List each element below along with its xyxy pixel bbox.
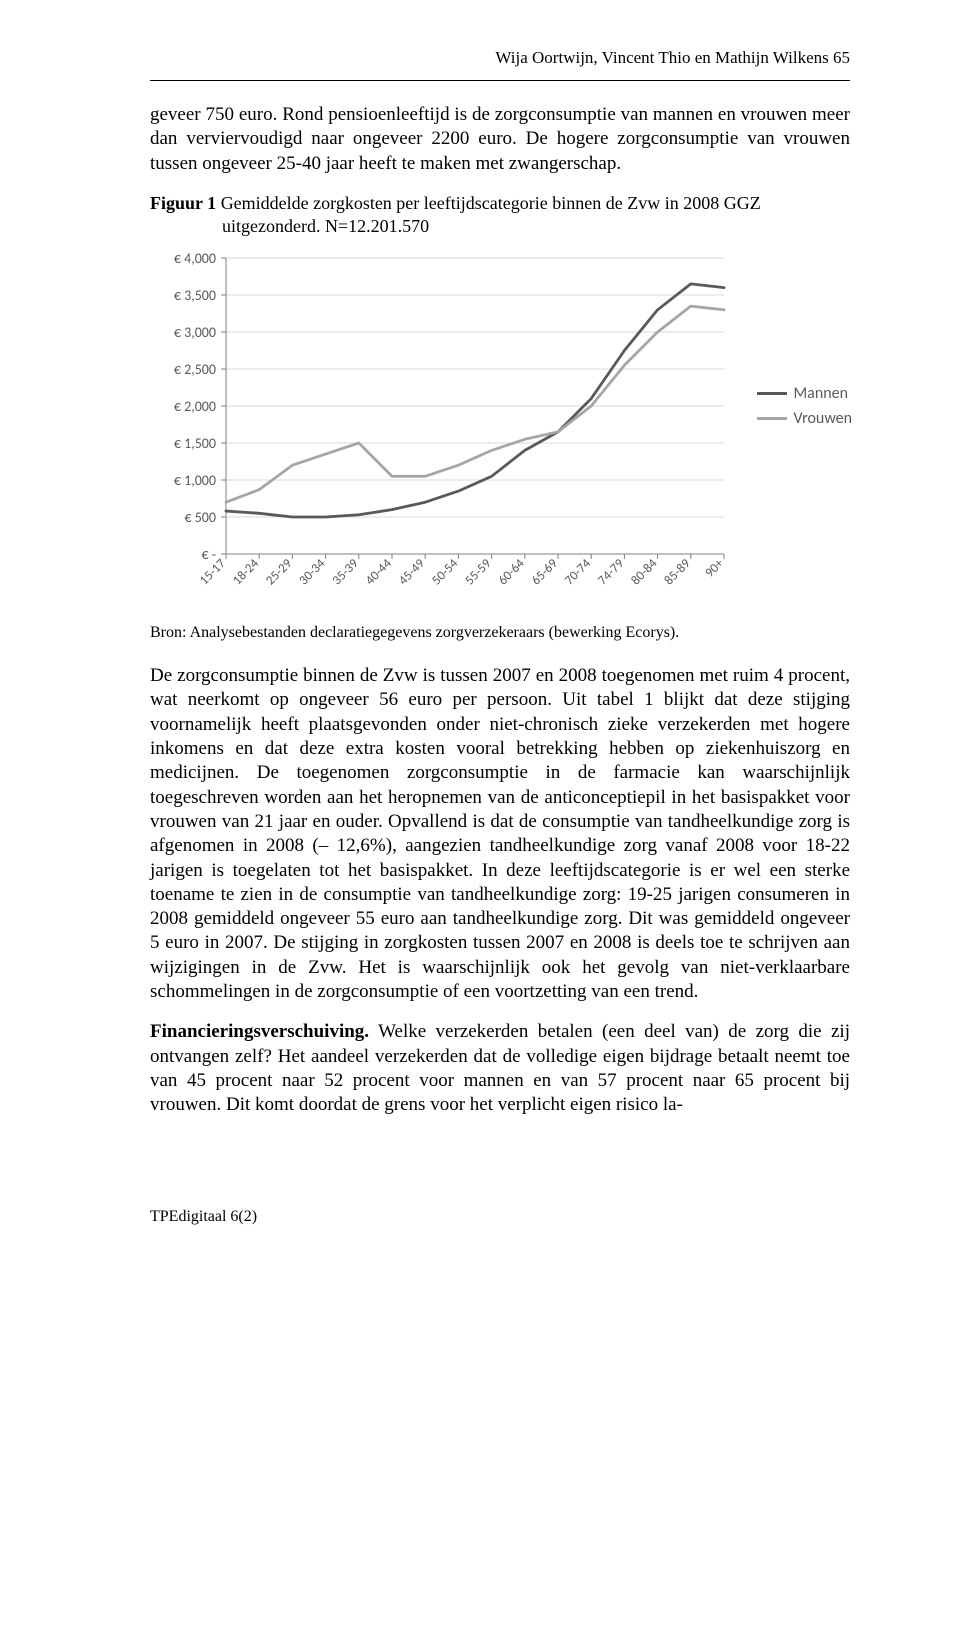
legend-label-vrouwen: Vrouwen bbox=[793, 409, 852, 428]
figure-1-chart: € -€ 500€ 1,000€ 1,500€ 2,000€ 2,500€ 3,… bbox=[150, 244, 850, 614]
paragraph-financiering: Financieringsverschuiving. Welke verzeke… bbox=[150, 1020, 850, 1117]
svg-text:€ 4,000: € 4,000 bbox=[174, 250, 216, 267]
svg-text:€ 500: € 500 bbox=[184, 509, 216, 526]
legend-item-vrouwen: Vrouwen bbox=[757, 409, 852, 428]
run-in-heading: Financieringsverschuiving. bbox=[150, 1021, 369, 1042]
paragraph-discussion: De zorgconsumptie binnen de Zvw is tusse… bbox=[150, 664, 850, 1004]
figure-source: Bron: Analysebestanden declaratiegegeven… bbox=[150, 624, 850, 642]
legend-item-mannen: Mannen bbox=[757, 384, 852, 403]
legend-swatch-vrouwen bbox=[757, 417, 787, 420]
svg-text:€ 1,000: € 1,000 bbox=[174, 472, 216, 489]
figure-caption-text: Gemiddelde zorgkosten per leeftijdscateg… bbox=[216, 193, 761, 236]
svg-text:€ 3,000: € 3,000 bbox=[174, 324, 216, 341]
header-rule bbox=[150, 80, 850, 81]
svg-text:€ 2,500: € 2,500 bbox=[174, 361, 216, 378]
chart-svg: € -€ 500€ 1,000€ 1,500€ 2,000€ 2,500€ 3,… bbox=[150, 244, 850, 614]
svg-text:€ 1,500: € 1,500 bbox=[174, 435, 216, 452]
legend-label-mannen: Mannen bbox=[793, 384, 848, 403]
chart-legend: Mannen Vrouwen bbox=[757, 384, 852, 434]
page-footer: TPEdigitaal 6(2) bbox=[150, 1208, 850, 1226]
running-head: Wija Oortwijn, Vincent Thio en Mathijn W… bbox=[150, 48, 850, 68]
figure-caption: Figuur 1 Gemiddelde zorgkosten per leeft… bbox=[150, 192, 850, 238]
legend-swatch-mannen bbox=[757, 392, 787, 395]
svg-text:€ 2,000: € 2,000 bbox=[174, 398, 216, 415]
paragraph-intro: geveer 750 euro. Rond pensioenleeftijd i… bbox=[150, 103, 850, 176]
figure-label: Figuur 1 bbox=[150, 193, 216, 213]
page: Wija Oortwijn, Vincent Thio en Mathijn W… bbox=[0, 0, 960, 1286]
svg-text:€ 3,500: € 3,500 bbox=[174, 287, 216, 304]
